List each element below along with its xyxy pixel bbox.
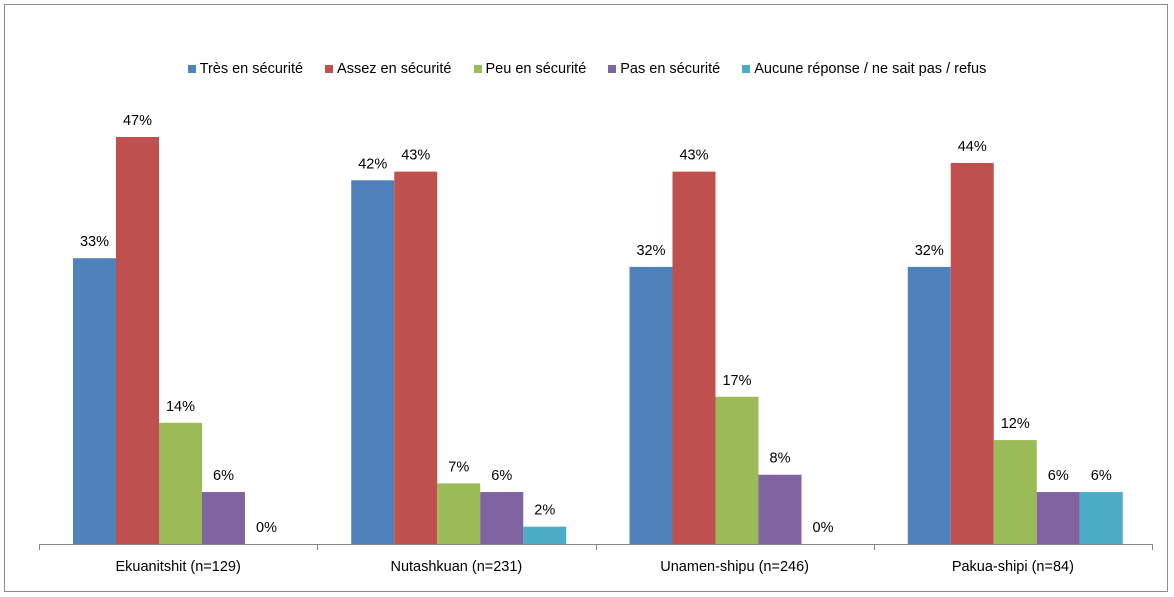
legend-label: Aucune réponse / ne sait pas / refus <box>754 61 987 77</box>
bar <box>523 526 567 544</box>
bar <box>993 440 1037 544</box>
data-label: 7% <box>448 459 469 475</box>
bar <box>715 396 759 544</box>
legend-swatch <box>608 65 617 73</box>
bar <box>159 422 202 544</box>
bar <box>73 258 116 544</box>
x-tick-label: Unamen-shipu (n=246) <box>660 559 809 575</box>
data-label: 6% <box>1091 468 1112 484</box>
data-label: 0% <box>256 520 277 536</box>
data-label: 42% <box>358 156 387 172</box>
bar <box>950 162 994 544</box>
data-label: 8% <box>770 451 791 467</box>
legend-label: Très en sécurité <box>199 61 304 77</box>
data-label: 17% <box>722 373 751 389</box>
data-label: 6% <box>213 468 234 484</box>
legend-item-4: Aucune réponse / ne sait pas / refus <box>742 61 986 77</box>
data-label: 14% <box>166 399 195 415</box>
bar <box>202 492 245 544</box>
data-label: 47% <box>123 113 152 129</box>
legend-item-2: Peu en sécurité <box>473 61 587 77</box>
bar <box>351 180 395 545</box>
legend-item-1: Assez en sécurité <box>325 61 452 77</box>
data-label: 32% <box>636 243 665 259</box>
data-label: 32% <box>915 243 944 259</box>
legend-swatch <box>473 65 482 73</box>
legend-swatch <box>742 65 751 73</box>
legend-item-3: Pas en sécurité <box>608 61 720 77</box>
data-label: 44% <box>958 139 987 155</box>
bar <box>907 266 951 544</box>
bar <box>758 474 802 544</box>
data-label: 43% <box>679 148 708 164</box>
x-tick-label: Pakua-shipi (n=84) <box>952 559 1074 575</box>
bar <box>480 492 524 544</box>
legend-label: Pas en sécurité <box>620 61 721 77</box>
bar <box>437 483 481 544</box>
bar <box>394 171 438 544</box>
data-label: 33% <box>80 234 109 250</box>
data-label: 6% <box>1048 468 1069 484</box>
legend-label: Assez en sécurité <box>337 61 452 77</box>
data-label: 2% <box>534 503 555 519</box>
bar <box>1079 492 1123 544</box>
data-label: 0% <box>813 520 834 536</box>
bar <box>629 266 673 544</box>
legend-swatch <box>187 65 196 73</box>
legend-label: Peu en sécurité <box>485 61 587 77</box>
x-tick-label: Ekuanitshit (n=129) <box>115 559 240 575</box>
legend-swatch <box>325 65 334 73</box>
x-tick-label: Nutashkuan (n=231) <box>390 559 522 575</box>
chart-legend: Très en sécurité Assez en sécurité Peu en … <box>5 61 1169 77</box>
bar <box>116 137 159 544</box>
bar <box>1036 492 1080 544</box>
bar <box>672 171 716 544</box>
data-label: 6% <box>491 468 512 484</box>
data-label: 43% <box>401 148 430 164</box>
legend-item-0: Très en sécurité <box>187 61 304 77</box>
data-label: 12% <box>1001 416 1030 432</box>
